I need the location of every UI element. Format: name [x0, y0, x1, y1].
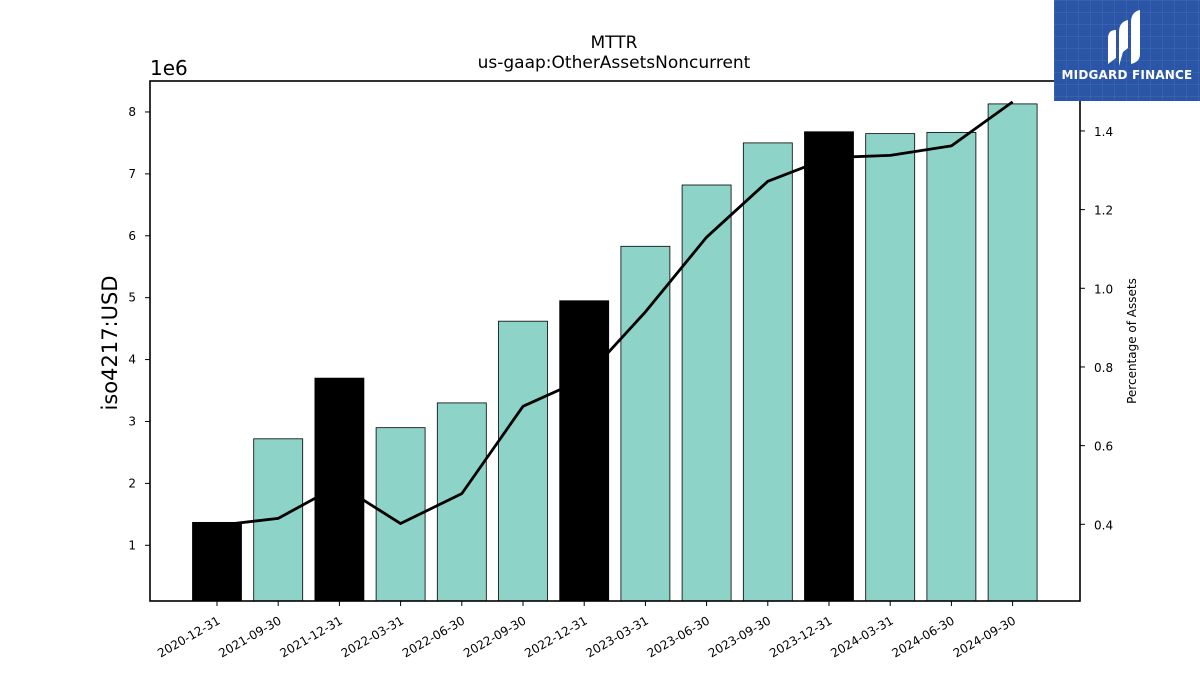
- bar-2024-06-30: [926, 131, 977, 602]
- bar-2023-12-31: [804, 131, 854, 602]
- x-tick-label: 2024-06-30: [889, 613, 956, 660]
- x-tick-label: 2021-09-30: [216, 613, 283, 660]
- y-tick-label: 7: [128, 167, 136, 181]
- bar-2023-03-31: [620, 245, 671, 602]
- x-tick-label: 2022-12-31: [522, 613, 589, 660]
- y2-tick-label: 0.6: [1094, 440, 1113, 454]
- x-tick-label: 2022-09-30: [461, 613, 528, 660]
- line-group: [216, 100, 1014, 527]
- bar-2024-09-30: [987, 103, 1038, 602]
- y-offset-label: 1e6: [150, 56, 188, 80]
- bar-2021-12-31: [314, 377, 365, 602]
- x-tick-label: 2024-03-31: [828, 613, 895, 660]
- plot-frame: [149, 80, 1081, 602]
- y-tick-label: 3: [128, 414, 136, 428]
- bar-2023-06-30: [681, 184, 732, 602]
- bar-2023-09-30: [742, 142, 793, 602]
- logo-text: MIDGARD FINANCE: [1061, 68, 1193, 82]
- y2-tick-label: 1.0: [1094, 282, 1113, 296]
- y-tick-label: 4: [128, 353, 136, 367]
- bar-2024-03-31: [865, 133, 916, 602]
- x-tick-label: 2023-12-31: [767, 613, 834, 660]
- chart-subtitle: us-gaap:OtherAssetsNoncurrent: [478, 53, 751, 73]
- y-tick-label: 8: [128, 105, 136, 119]
- x-tick-label: 2023-06-30: [645, 613, 712, 660]
- x-tick-label: 2023-03-31: [583, 613, 650, 660]
- x-tick-label: 2021-12-31: [277, 613, 344, 660]
- logo-mark-icon: [1108, 10, 1140, 66]
- x-tick-label: 2022-06-30: [400, 613, 467, 660]
- y2-tick-label: 1.2: [1094, 204, 1113, 218]
- bars-group: [192, 103, 1038, 602]
- x-tick-label: 2022-03-31: [339, 613, 406, 660]
- percentage-line: [216, 100, 1014, 527]
- bar-2022-12-31: [559, 300, 610, 602]
- y-tick-label: 5: [128, 291, 136, 305]
- y2-tick-label: 0.8: [1094, 361, 1113, 375]
- y-tick-label: 2: [128, 476, 136, 490]
- brand-logo: MIDGARD FINANCE: [1054, 0, 1200, 101]
- bar-2022-09-30: [498, 320, 548, 602]
- x-tick-label: 2020-12-31: [155, 613, 222, 660]
- y2-tick-label: 0.4: [1094, 518, 1113, 532]
- y-tick-label: 6: [128, 229, 136, 243]
- x-tick-label: 2023-09-30: [706, 613, 773, 660]
- bar-2020-12-31: [192, 521, 242, 602]
- y-tick-label: 1: [128, 538, 136, 552]
- x-tick-label: 2024-09-30: [951, 613, 1018, 660]
- y-axis-label: iso4217:USD: [98, 275, 122, 410]
- chart-title: MTTR: [591, 33, 638, 53]
- y2-axis-label: Percentage of Assets: [1125, 278, 1139, 404]
- y2-tick-label: 1.4: [1094, 125, 1113, 139]
